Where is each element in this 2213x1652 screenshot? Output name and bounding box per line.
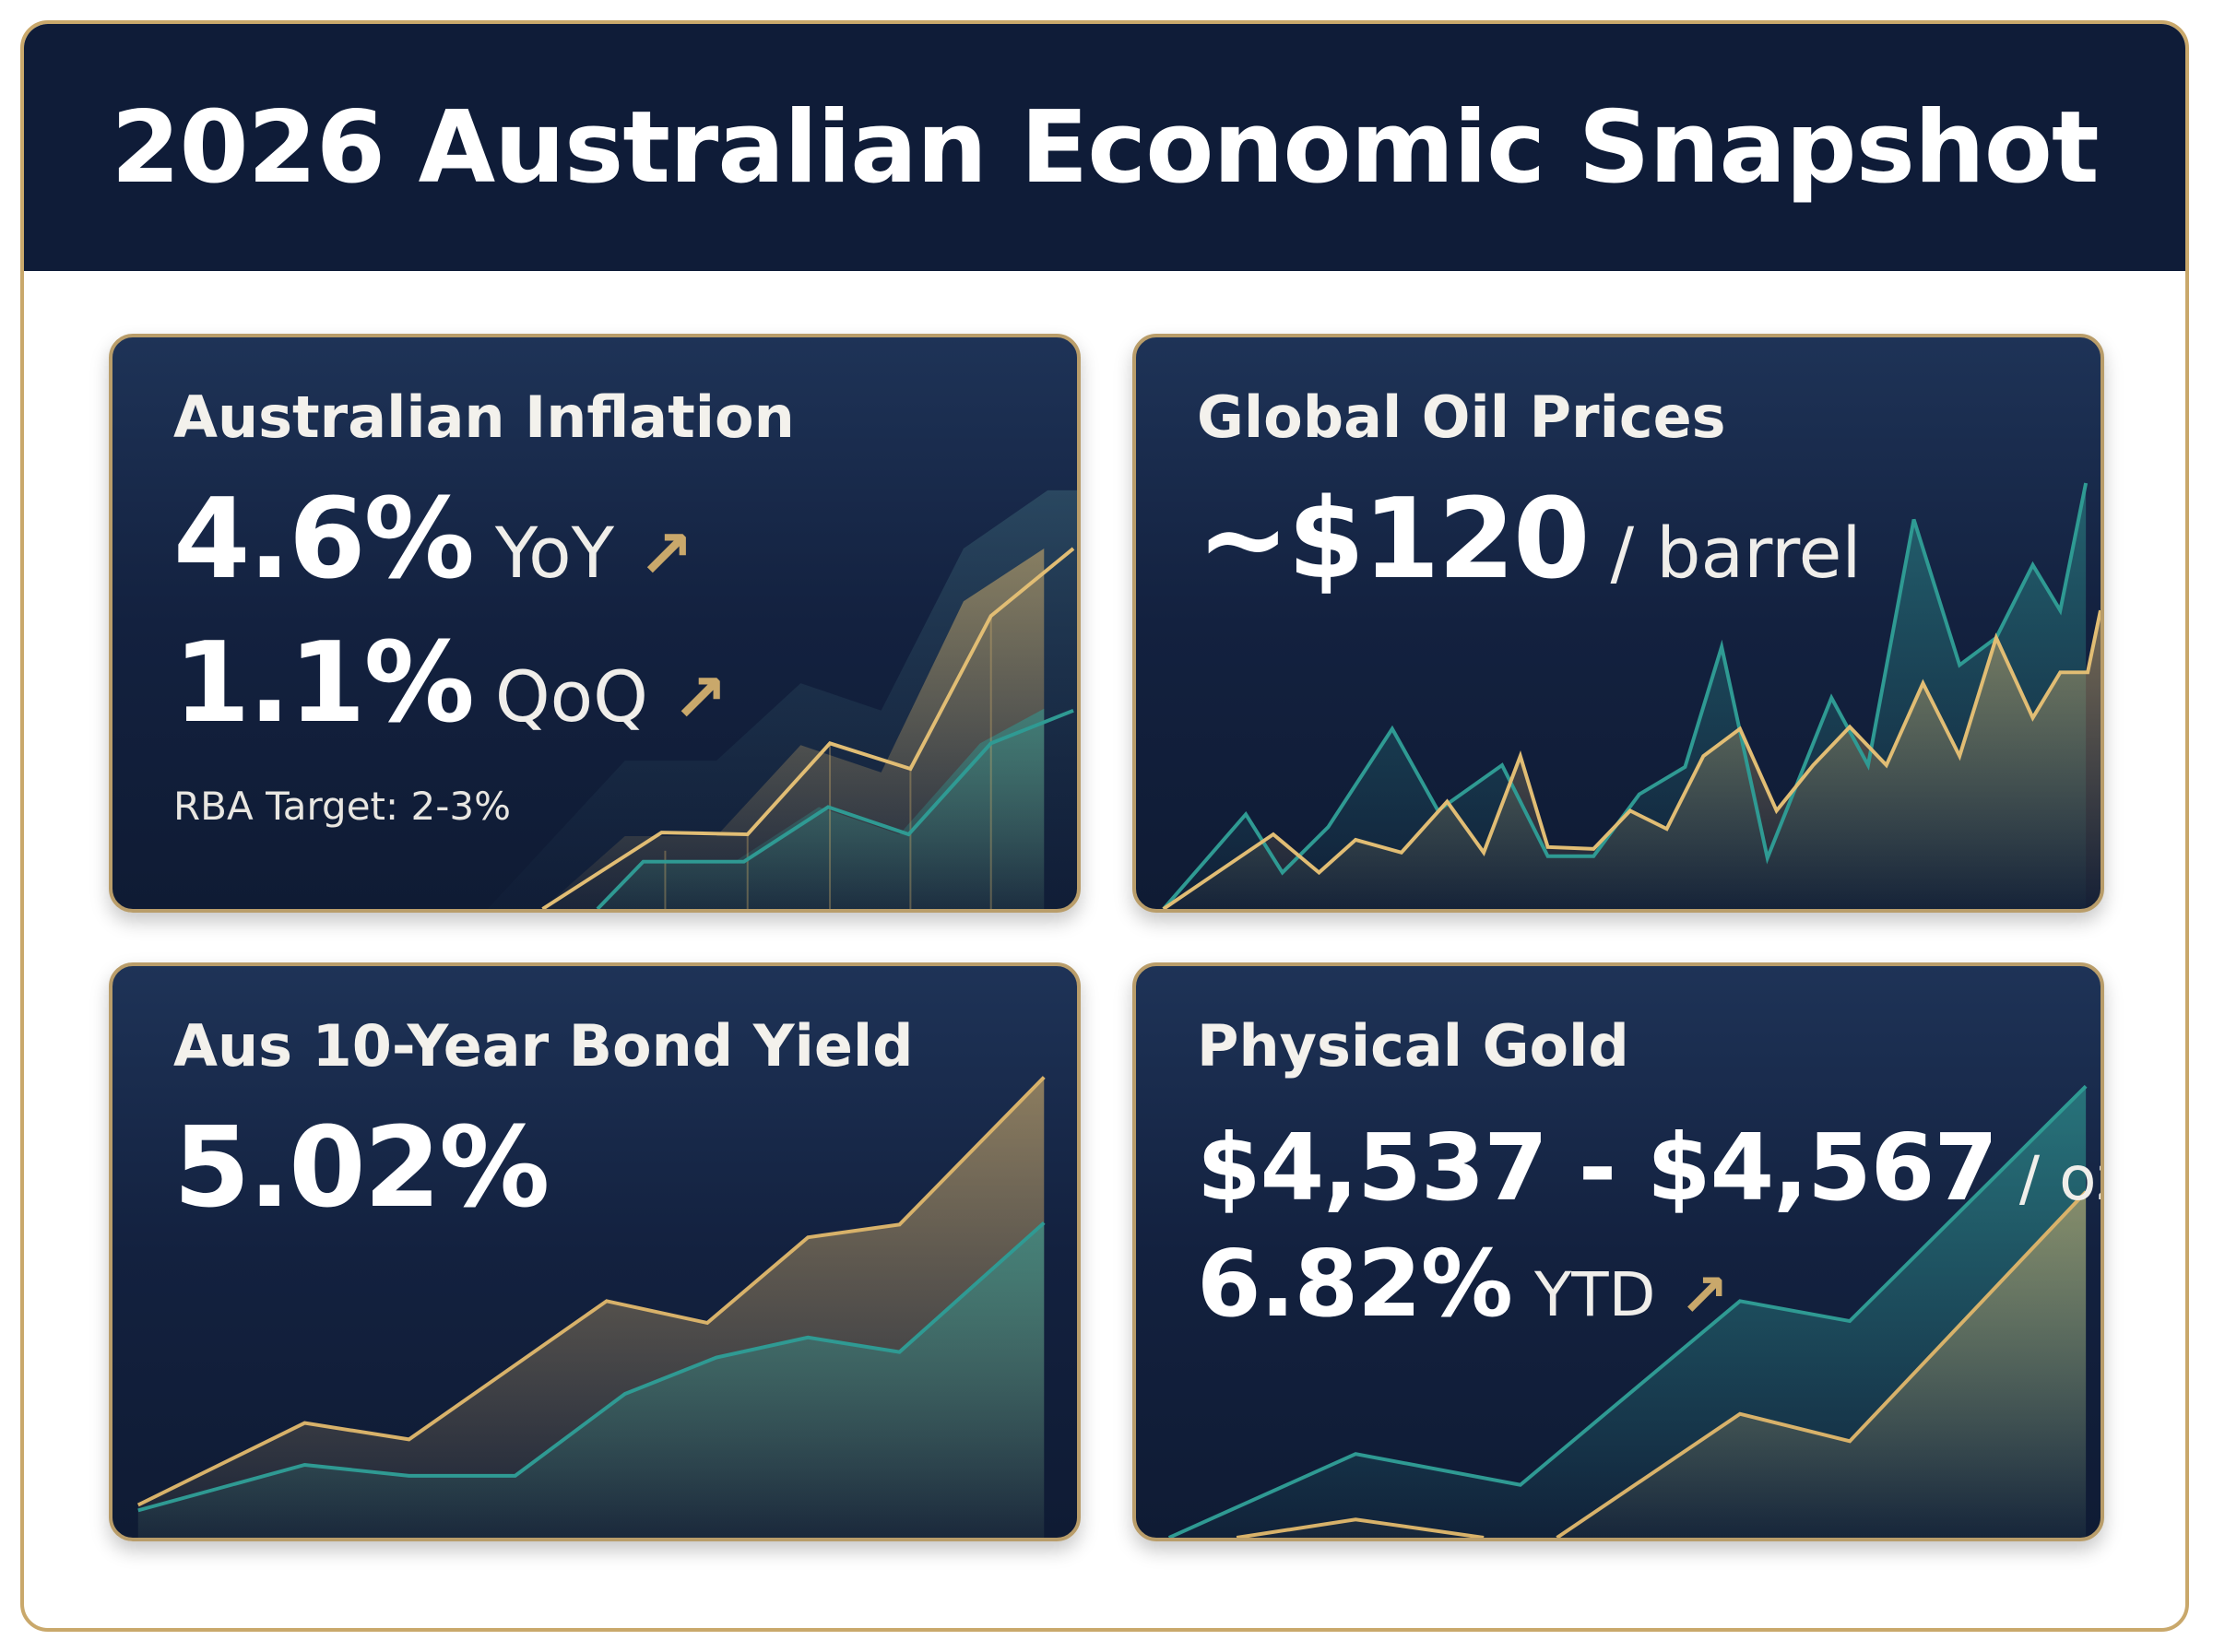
inflation-card[interactable]: Australian Inflation 4.6% YoY ↗ 1.1% QoQ… bbox=[109, 334, 1081, 913]
bond-teal-area bbox=[137, 1222, 1045, 1538]
gold-ytd-label: YTD bbox=[1533, 1259, 1656, 1330]
dashboard-frame: 2026 Australian Economic Snapshot bbox=[20, 20, 2189, 1632]
oil-gold-line bbox=[1162, 609, 2101, 909]
oil-gold-area bbox=[1163, 610, 2101, 909]
header-bar: 2026 Australian Economic Snapshot bbox=[24, 24, 2185, 271]
bond-card[interactable]: Aus 10-Year Bond Yield 5.02% bbox=[109, 962, 1081, 1541]
oil-price-row: ~$120 / barrel bbox=[1197, 476, 1861, 604]
inflation-sparkline bbox=[487, 490, 1077, 909]
gold-price-value: $4,537 - $4,567 bbox=[1197, 1114, 1998, 1221]
bond-sparkline bbox=[136, 1076, 1046, 1538]
oil-teal-line bbox=[1162, 482, 2089, 909]
oil-title: Global Oil Prices bbox=[1197, 384, 1726, 451]
inflation-gold-line bbox=[541, 547, 1075, 909]
gold-gold-line bbox=[1556, 1190, 2088, 1538]
gold-gold-line bbox=[1236, 1517, 1485, 1538]
gold-ytd-row: 6.82% YTD ↗ bbox=[1197, 1230, 1729, 1338]
gold-title: Physical Gold bbox=[1197, 1012, 1629, 1080]
arrow-up-right-icon: ↗ bbox=[638, 515, 694, 593]
arrow-up-right-icon: ↗ bbox=[671, 659, 728, 737]
rba-target-label: RBA Target: 2-3% bbox=[173, 784, 512, 829]
oil-sparkline bbox=[1162, 482, 2101, 909]
gold-teal-line bbox=[1167, 1084, 2088, 1538]
oil-card[interactable]: Global Oil Prices ~$120 / barrel bbox=[1132, 334, 2104, 913]
gold-card[interactable]: Physical Gold $4,537 - $4,567 / oz 6.82%… bbox=[1132, 962, 2104, 1541]
gold-price-row: $4,537 - $4,567 / oz bbox=[1197, 1114, 2101, 1221]
inflation-qoq-row: 1.1% QoQ ↗ bbox=[173, 620, 728, 748]
page-title: 2026 Australian Economic Snapshot bbox=[111, 89, 2099, 206]
gold-teal-area bbox=[1168, 1086, 2087, 1538]
bond-gold-line bbox=[136, 1076, 1046, 1507]
inflation-teal-area bbox=[597, 708, 1045, 909]
inflation-qoq-label: QoQ bbox=[494, 655, 648, 738]
gold-sparkline bbox=[1167, 1084, 2088, 1538]
bond-title: Aus 10-Year Bond Yield bbox=[173, 1012, 914, 1080]
bond-yield-value: 5.02% bbox=[173, 1104, 550, 1233]
gold-price-unit: / oz bbox=[2018, 1143, 2101, 1214]
bond-yield-row: 5.02% bbox=[173, 1104, 550, 1233]
bond-teal-line bbox=[137, 1221, 1046, 1513]
inflation-yoy-label: YoY bbox=[494, 512, 615, 594]
arrow-up-right-icon: ↗ bbox=[1679, 1262, 1730, 1330]
inflation-yoy-value: 4.6% bbox=[173, 476, 475, 604]
gold-gold-area bbox=[1237, 1191, 2087, 1538]
oil-price-value: ~$120 bbox=[1197, 476, 1591, 604]
inflation-title: Australian Inflation bbox=[173, 384, 795, 451]
gold-ytd-value: 6.82% bbox=[1197, 1230, 1513, 1338]
inflation-qoq-value: 1.1% bbox=[173, 620, 475, 748]
oil-price-unit: / barrel bbox=[1610, 512, 1862, 594]
inflation-teal-line bbox=[596, 708, 1074, 909]
inflation-yoy-row: 4.6% YoY ↗ bbox=[173, 476, 693, 604]
